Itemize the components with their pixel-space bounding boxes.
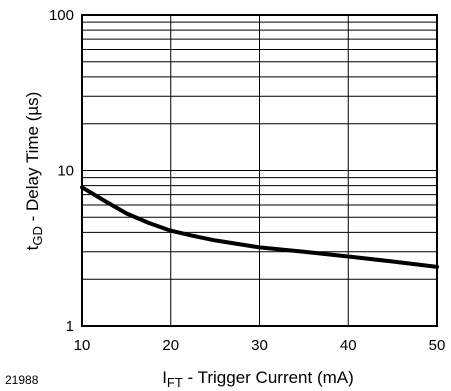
x-tick-label: 10 [74,337,91,354]
x-tick-label: 30 [251,337,268,354]
y-axis-label: tGD - Delay Time (µs) [23,92,45,251]
x-tick-label: 20 [162,337,179,354]
x-tick-label: 50 [429,337,446,354]
y-tick-labels: 1 10 100 [49,7,74,335]
figure-id: 21988 [5,373,39,387]
y-tick-label: 100 [49,7,74,24]
y-tick-label: 10 [57,163,74,180]
x-tick-label: 40 [340,337,357,354]
series-line [80,185,439,269]
x-tick-labels: 10 20 30 40 50 [74,337,446,354]
x-axis-label: IFT - Trigger Current (mA) [162,368,354,390]
y-tick-label: 1 [66,318,74,335]
plot-frame [81,14,438,327]
horizontal-gridlines [82,21,437,280]
